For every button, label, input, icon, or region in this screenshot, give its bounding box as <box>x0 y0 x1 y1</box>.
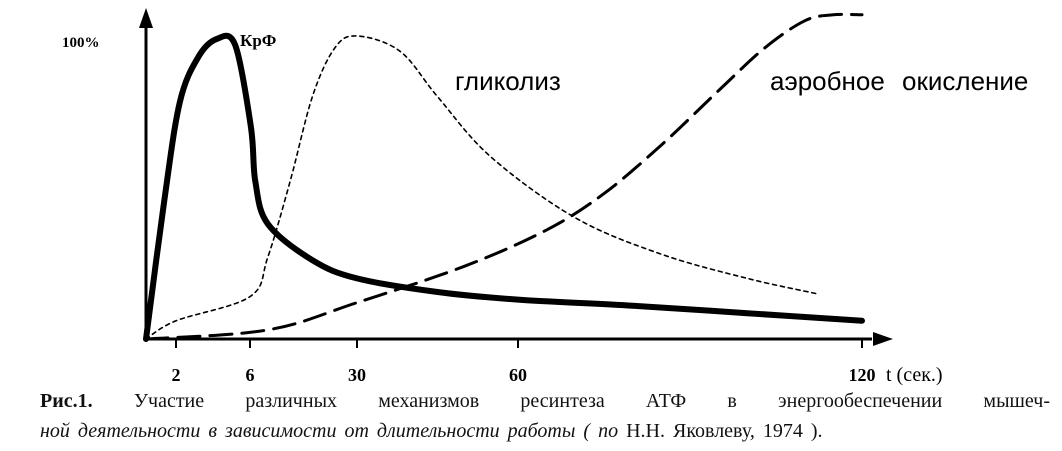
series-label-krf: КрФ <box>240 31 276 50</box>
series-layer <box>143 12 865 342</box>
x-tick-group: 2 6 30 60 120 <box>172 339 876 385</box>
caption-line-1: Участие различных механизмов ресинтеза А… <box>133 390 1051 412</box>
series-line-aerobic <box>144 12 864 341</box>
x-axis-arrow-icon <box>873 332 893 346</box>
figure-label: Рис.1. <box>40 390 93 412</box>
x-tick-label: 6 <box>246 365 255 385</box>
x-axis-label: t (сек.) <box>886 364 943 386</box>
x-tick-label: 2 <box>172 365 181 385</box>
x-tick-label: 30 <box>348 365 366 385</box>
series-label-glycolysis: гликолиз <box>455 66 561 96</box>
figure-caption: Рис.1. Участие различных механизмов реси… <box>40 386 1050 446</box>
series-line-glycolysis <box>145 35 817 340</box>
x-tick-label: 120 <box>849 365 876 385</box>
caption-line-2-main: ной деятельности в зависимости от длител… <box>40 420 599 442</box>
x-tick-label: 60 <box>509 365 527 385</box>
y-axis-arrow-icon <box>139 8 153 28</box>
caption-line-2-rest: Н.Н. Яковлеву, 1974 ). <box>618 420 823 442</box>
y-axis-top-label: 100% <box>62 35 100 51</box>
series-label-aerobic: аэробное окисление <box>770 66 1028 96</box>
caption-line-2: ной деятельности в зависимости от длител… <box>40 416 1050 446</box>
caption-line-2-italic: по <box>598 420 619 442</box>
series-line-krf <box>143 32 865 342</box>
